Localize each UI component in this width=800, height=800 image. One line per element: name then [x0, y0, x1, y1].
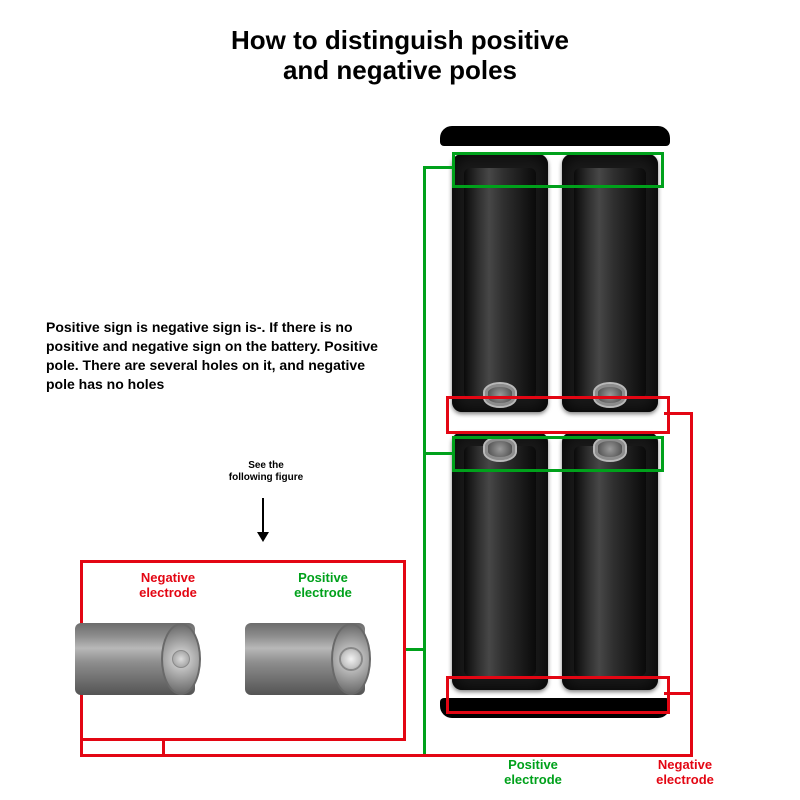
nub-endcap-icon [331, 623, 371, 695]
infographic-root: { "title": { "line1": "How to distinguis… [0, 0, 800, 800]
negative-connector-line [664, 412, 693, 415]
label-line: electrode [504, 772, 562, 787]
battery-cell [574, 168, 646, 398]
negative-callout-box [446, 676, 670, 714]
battery-slot [562, 154, 658, 412]
electrode-panel: Negative electrode Positive electrode [80, 560, 406, 741]
label-line: electrode [139, 585, 197, 600]
page-title: How to distinguish positive and negative… [0, 26, 800, 86]
label-line: Negative [141, 570, 195, 585]
positive-electrode-label: Positive electrode [268, 571, 378, 601]
positive-connector-line [423, 452, 452, 455]
negative-connector-line [80, 754, 693, 757]
flat-endcap-icon [161, 623, 201, 695]
see-figure-caption: See the following figure [206, 460, 326, 484]
label-line: electrode [656, 772, 714, 787]
negative-pole-closeup [75, 623, 195, 695]
holder-top-cap [440, 126, 670, 146]
see-figure-line1: See the [248, 460, 284, 471]
negative-electrode-label: Negative electrode [113, 571, 223, 601]
positive-connector-line [423, 166, 426, 754]
down-arrow-icon [262, 498, 264, 540]
label-line: Positive [508, 757, 558, 772]
battery-cell [464, 168, 536, 398]
label-line: Negative [658, 757, 712, 772]
label-line: Positive [298, 570, 348, 585]
battery-cell [464, 446, 536, 676]
see-figure-line2: following figure [229, 472, 303, 483]
positive-electrode-bottom-label: Positive electrode [478, 758, 588, 788]
description-text: Positive sign is negative sign is-. If t… [46, 318, 386, 394]
negative-callout-box [446, 396, 670, 434]
label-line: electrode [294, 585, 352, 600]
battery-cell [574, 446, 646, 676]
title-line-2: and negative poles [283, 55, 517, 85]
negative-connector-line [664, 692, 693, 695]
positive-connector-line [423, 166, 452, 169]
positive-callout-box [452, 436, 664, 472]
title-line-1: How to distinguish positive [231, 25, 569, 55]
negative-connector-line [690, 412, 693, 757]
battery-slot [452, 154, 548, 412]
positive-pole-closeup [245, 623, 365, 695]
positive-callout-box [452, 152, 664, 188]
negative-electrode-bottom-label: Negative electrode [630, 758, 740, 788]
